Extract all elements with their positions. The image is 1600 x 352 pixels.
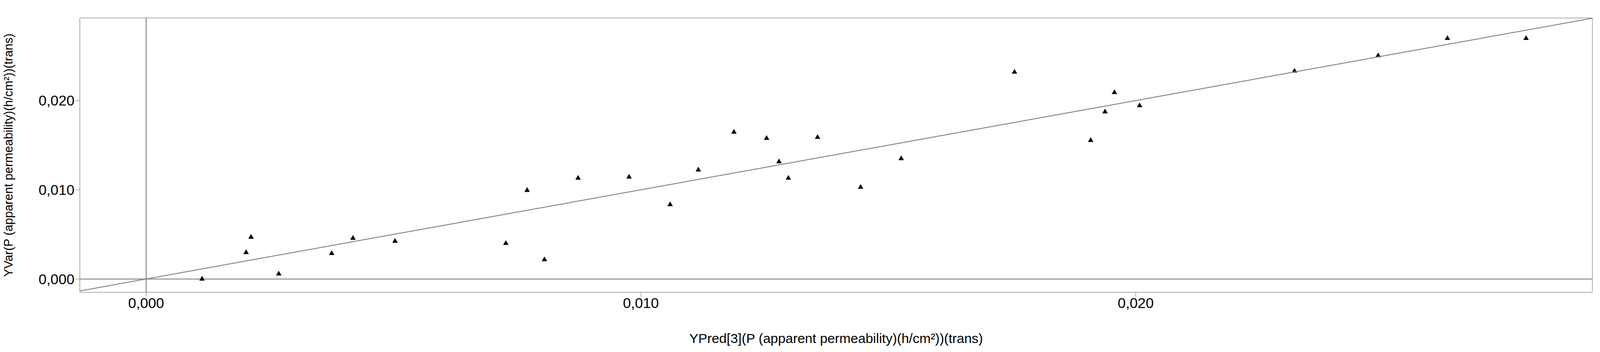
svg-text:0,020: 0,020 — [1117, 294, 1154, 311]
svg-text:YVar(P (apparent permeability): YVar(P (apparent permeability)(h/cm²))(t… — [3, 33, 16, 277]
svg-text:0,000: 0,000 — [128, 294, 165, 311]
svg-text:YPred[3](P (apparent permeabil: YPred[3](P (apparent permeability)(h/cm²… — [689, 330, 984, 346]
svg-text:0,000: 0,000 — [38, 270, 75, 288]
svg-text:0,010: 0,010 — [38, 181, 75, 198]
svg-text:0,020: 0,020 — [38, 92, 75, 109]
svg-text:0,010: 0,010 — [623, 294, 659, 311]
